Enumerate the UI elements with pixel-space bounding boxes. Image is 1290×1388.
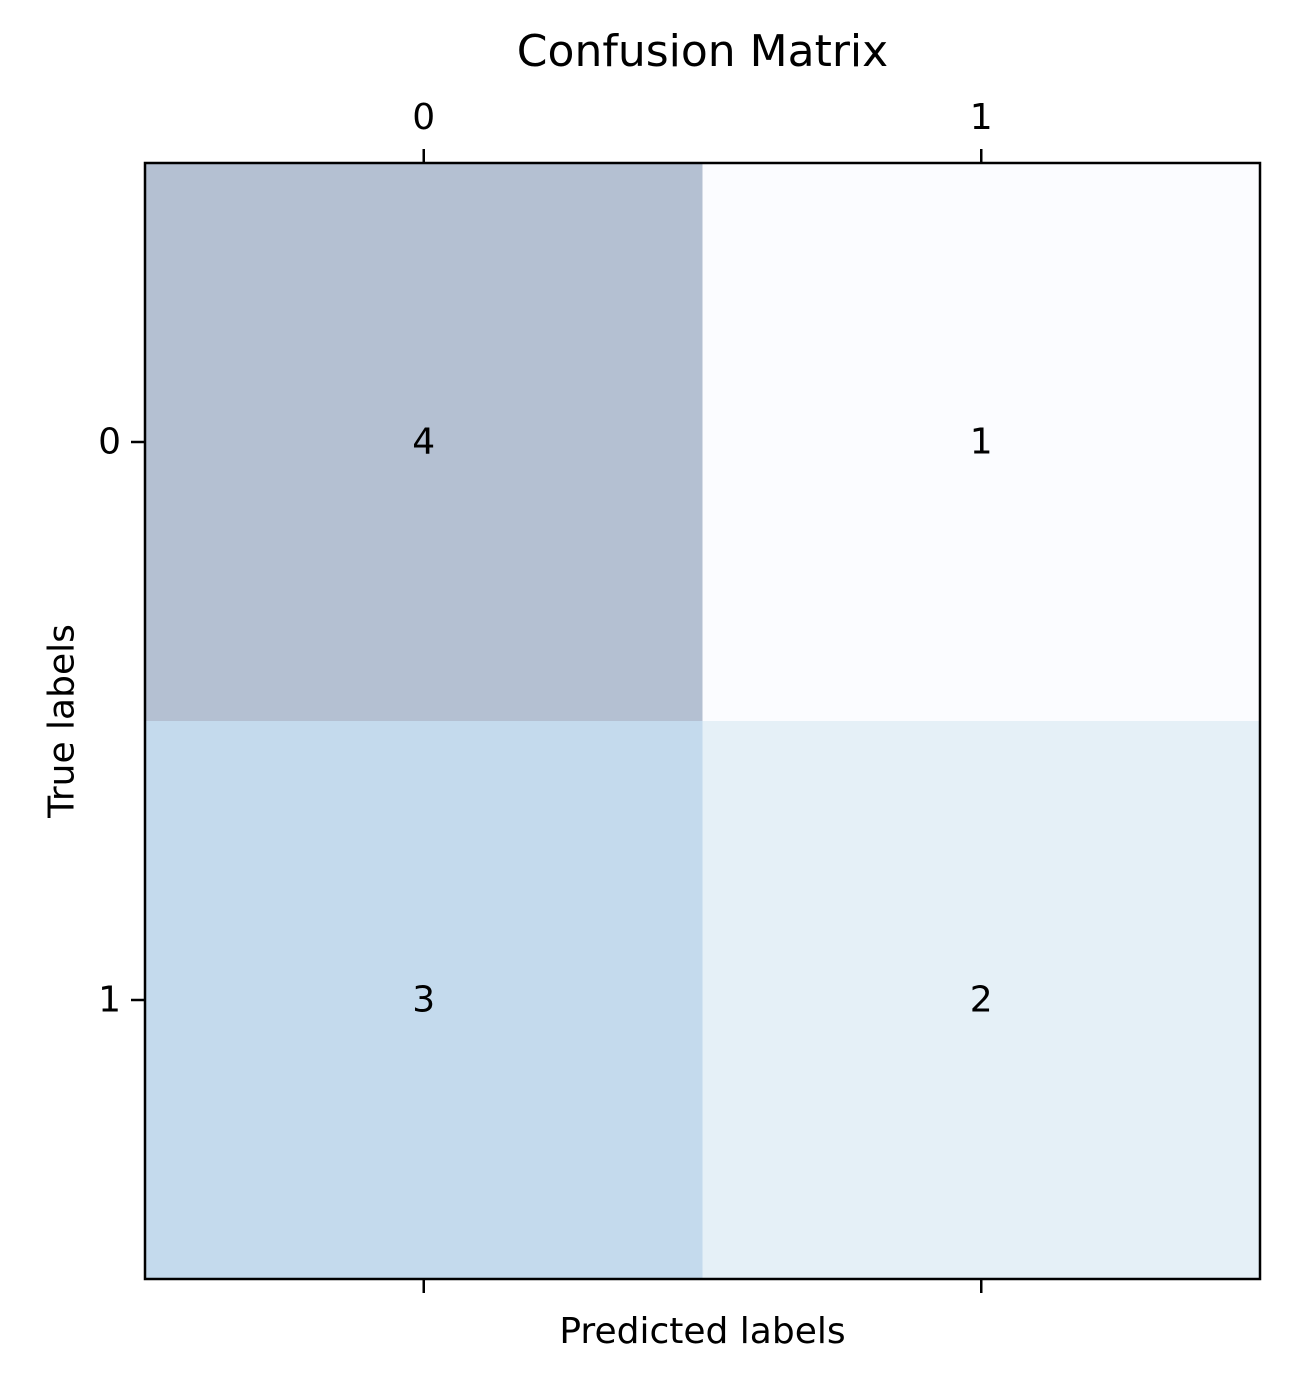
heatmap-cell-1-0 bbox=[145, 721, 703, 1279]
axis-ticks: 0 1 0 1 bbox=[98, 97, 993, 1293]
heatmap-cell-1-1 bbox=[702, 721, 1260, 1279]
x-tick-label-1: 1 bbox=[970, 97, 993, 138]
x-axis-label: Predicted labels bbox=[559, 1311, 845, 1352]
heatmap-cells bbox=[145, 163, 1260, 1279]
cell-value-label-0-1: 1 bbox=[970, 422, 993, 463]
y-axis-label: True labels bbox=[42, 624, 83, 819]
x-tick-label-0: 0 bbox=[412, 97, 435, 138]
cell-value-label-0-0: 4 bbox=[412, 422, 435, 463]
cell-value-label-1-0: 3 bbox=[412, 980, 435, 1021]
heatmap-cell-0-1 bbox=[702, 163, 1260, 721]
chart-title: Confusion Matrix bbox=[517, 26, 888, 77]
heatmap-cell-0-0 bbox=[145, 163, 703, 721]
y-tick-label-0: 0 bbox=[98, 422, 121, 463]
cell-value-label-1-1: 2 bbox=[970, 980, 993, 1021]
cell-value-labels: 4 1 3 2 bbox=[412, 422, 992, 1021]
y-tick-label-1: 1 bbox=[98, 980, 121, 1021]
plot-frame bbox=[143, 161, 1262, 1281]
